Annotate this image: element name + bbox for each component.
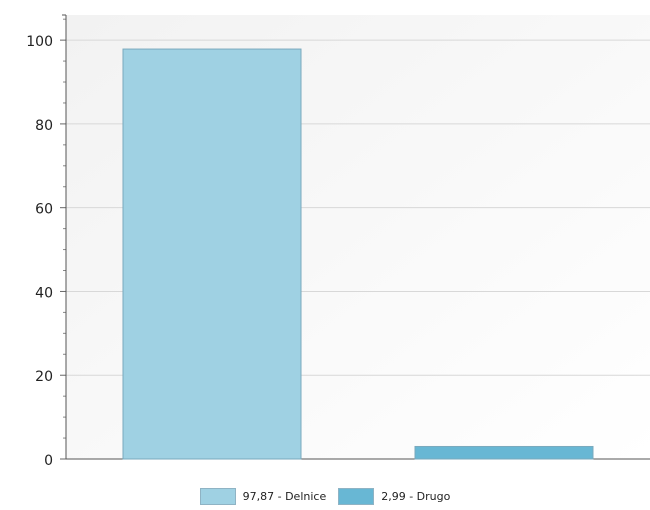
bar-1 bbox=[414, 445, 594, 460]
y-tick-label: 60 bbox=[35, 202, 53, 218]
y-tick-label: 0 bbox=[44, 453, 53, 469]
legend-label-drugo: 2,99 - Drugo bbox=[381, 490, 451, 503]
y-tick-label: 20 bbox=[35, 369, 53, 385]
legend-item-drugo[interactable]: 2,99 - Drugo bbox=[338, 488, 450, 505]
y-tick-label: 40 bbox=[35, 285, 53, 301]
legend-label-delnice: 97,87 - Delnice bbox=[242, 490, 327, 503]
legend-item-delnice[interactable]: 97,87 - Delnice bbox=[199, 488, 327, 505]
bar-0 bbox=[122, 48, 302, 460]
legend: 97,87 - Delnice 2,99 - Drugo bbox=[0, 488, 650, 505]
y-tick-label: 80 bbox=[35, 118, 53, 134]
y-tick-label: 100 bbox=[26, 34, 53, 50]
legend-swatch-drugo bbox=[338, 488, 375, 505]
legend-swatch-delnice bbox=[199, 488, 236, 505]
